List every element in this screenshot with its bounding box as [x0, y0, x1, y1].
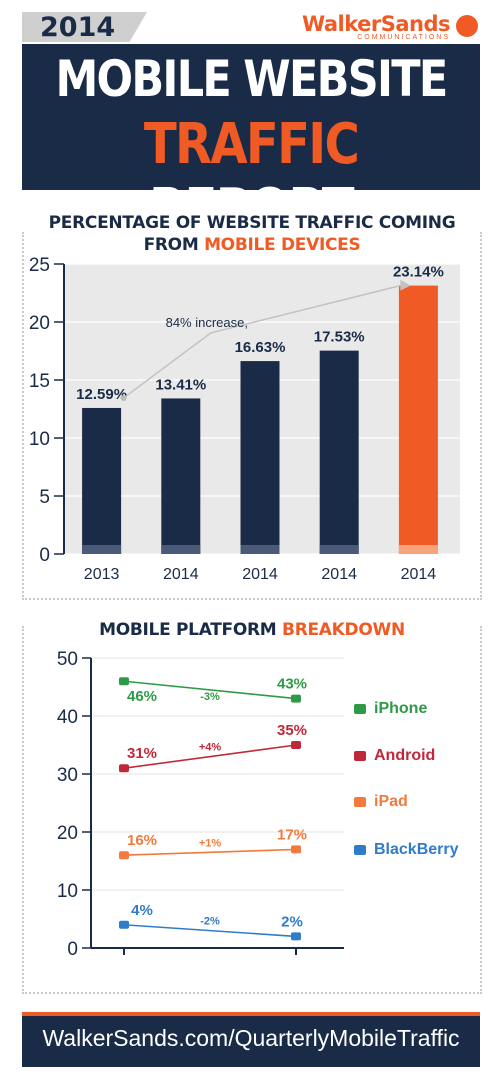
annotation-label: 84% increase, — [166, 315, 248, 330]
line-chart: 0 10 20 30 40 50 46% 43% -3% iPhone 31% 35% +4% Andro… — [57, 649, 459, 960]
y-tick-label: 5 — [39, 487, 50, 508]
point-label: 4% — [131, 902, 153, 919]
bar-value-label: 12.59% — [76, 386, 127, 403]
change-label: -2% — [200, 916, 220, 928]
bar-value-label: 17.53% — [314, 329, 365, 346]
y-tick-label: 0 — [39, 545, 50, 566]
bar — [240, 361, 280, 554]
annotation-arrowhead — [400, 279, 411, 291]
y-tick-label: 15 — [29, 371, 50, 392]
series-line — [123, 680, 297, 700]
point-label: 16% — [127, 832, 157, 849]
legend-swatch — [354, 797, 366, 807]
series-line — [123, 744, 297, 769]
footer: WalkerSands.com/QuarterlyMobileTraffic — [22, 1012, 480, 1067]
x-tick-label: 2014 — [163, 566, 199, 583]
bar-base — [319, 545, 359, 554]
traffic-chart-title-line1: PERCENTAGE OF WEBSITE TRAFFIC COMING — [48, 213, 456, 233]
bar-chart: 0 5 10 15 20 25 12.59% 2013 13.41% 2014 16.63% 2014… — [29, 255, 460, 583]
traffic-chart-title: PERCENTAGE OF WEBSITE TRAFFIC COMING FRO… — [24, 212, 480, 256]
bar — [319, 350, 359, 554]
legend-label: iPhone — [374, 700, 427, 717]
point-label: 17% — [277, 826, 307, 843]
bar-value-label: 13.41% — [155, 376, 206, 393]
legend-swatch — [354, 704, 366, 714]
brand-name: WalkerSands — [301, 12, 451, 36]
brand-logo-block: WalkerSands COMMUNICATIONS — [300, 10, 480, 46]
y-tick-label: 20 — [57, 823, 78, 844]
legend-swatch — [354, 751, 366, 761]
series-point — [291, 932, 301, 941]
y-tick-label: 10 — [29, 429, 50, 450]
point-label: 35% — [277, 722, 307, 739]
platform-chart-title: MOBILE PLATFORM BREAKDOWN — [24, 619, 480, 641]
traffic-chart-title-line2: FROM MOBILE DEVICES — [24, 234, 480, 256]
series-point — [119, 764, 129, 773]
series-point — [291, 741, 301, 749]
point-label: 2% — [281, 913, 303, 930]
bar-base — [240, 545, 280, 554]
x-tick-label: 2014 — [242, 566, 278, 583]
change-label: -3% — [200, 691, 220, 703]
platform-title-b: BREAKDOWN — [282, 620, 405, 640]
point-label: 43% — [277, 676, 307, 693]
bar — [398, 285, 438, 554]
x-tick-label: 2014 — [401, 566, 437, 583]
series-point — [291, 845, 301, 854]
year-tab — [22, 12, 147, 42]
point-label: 31% — [127, 745, 157, 762]
y-tick-label: 10 — [57, 881, 78, 902]
y-tick-label: 0 — [67, 939, 78, 960]
change-label: +1% — [199, 837, 222, 849]
title-traffic: TRAFFIC — [143, 112, 360, 177]
y-tick-label: 20 — [29, 313, 50, 334]
report-year: 2014 — [40, 12, 116, 43]
brand-subtitle: COMMUNICATIONS — [357, 34, 450, 41]
series-point — [119, 677, 129, 686]
bar-value-label: 23.14% — [393, 264, 444, 281]
legend-label: iPad — [374, 793, 408, 810]
change-label: +4% — [199, 742, 222, 754]
title-banner: MOBILE WEBSITE TRAFFIC REPORT — [22, 44, 480, 242]
y-tick-label: 25 — [29, 255, 50, 276]
brand-logo-icon — [456, 15, 478, 37]
traffic-title-from: FROM — [143, 235, 205, 255]
title-line-1: MOBILE WEBSITE — [55, 50, 448, 108]
y-tick-label: 50 — [57, 649, 78, 670]
y-tick-label: 30 — [57, 765, 78, 786]
bar-base — [82, 545, 122, 554]
bar-value-label: 16.63% — [235, 339, 286, 356]
traffic-chart-card: PERCENTAGE OF WEBSITE TRAFFIC COMING FRO… — [22, 212, 482, 600]
traffic-title-mobile: MOBILE DEVICES — [204, 235, 361, 255]
legend-swatch — [354, 845, 366, 855]
bar-base — [161, 545, 201, 554]
series-point — [291, 694, 301, 703]
bar — [82, 407, 122, 554]
legend-label: Android — [374, 747, 435, 764]
platform-title-a: MOBILE PLATFORM — [99, 620, 283, 640]
series-point — [119, 851, 129, 860]
bar-base — [398, 545, 438, 554]
platform-chart-card: MOBILE PLATFORM BREAKDOWN 0 10 20 30 40 50 46%… — [22, 619, 482, 994]
series-point — [119, 920, 129, 929]
series-line — [123, 924, 297, 938]
x-tick-label: 2013 — [84, 566, 120, 583]
footer-url[interactable]: WalkerSands.com/QuarterlyMobileTraffic — [42, 1025, 460, 1051]
point-label: 46% — [127, 688, 157, 705]
bar — [161, 398, 201, 554]
x-tick-label: 2014 — [321, 566, 357, 583]
series-line — [123, 848, 297, 856]
annotation-arrow — [123, 283, 405, 399]
y-tick-label: 40 — [57, 707, 78, 728]
header: 2014 WalkerSands COMMUNICATIONS MOBILE W… — [22, 10, 480, 242]
legend-label: BlackBerry — [374, 841, 459, 858]
